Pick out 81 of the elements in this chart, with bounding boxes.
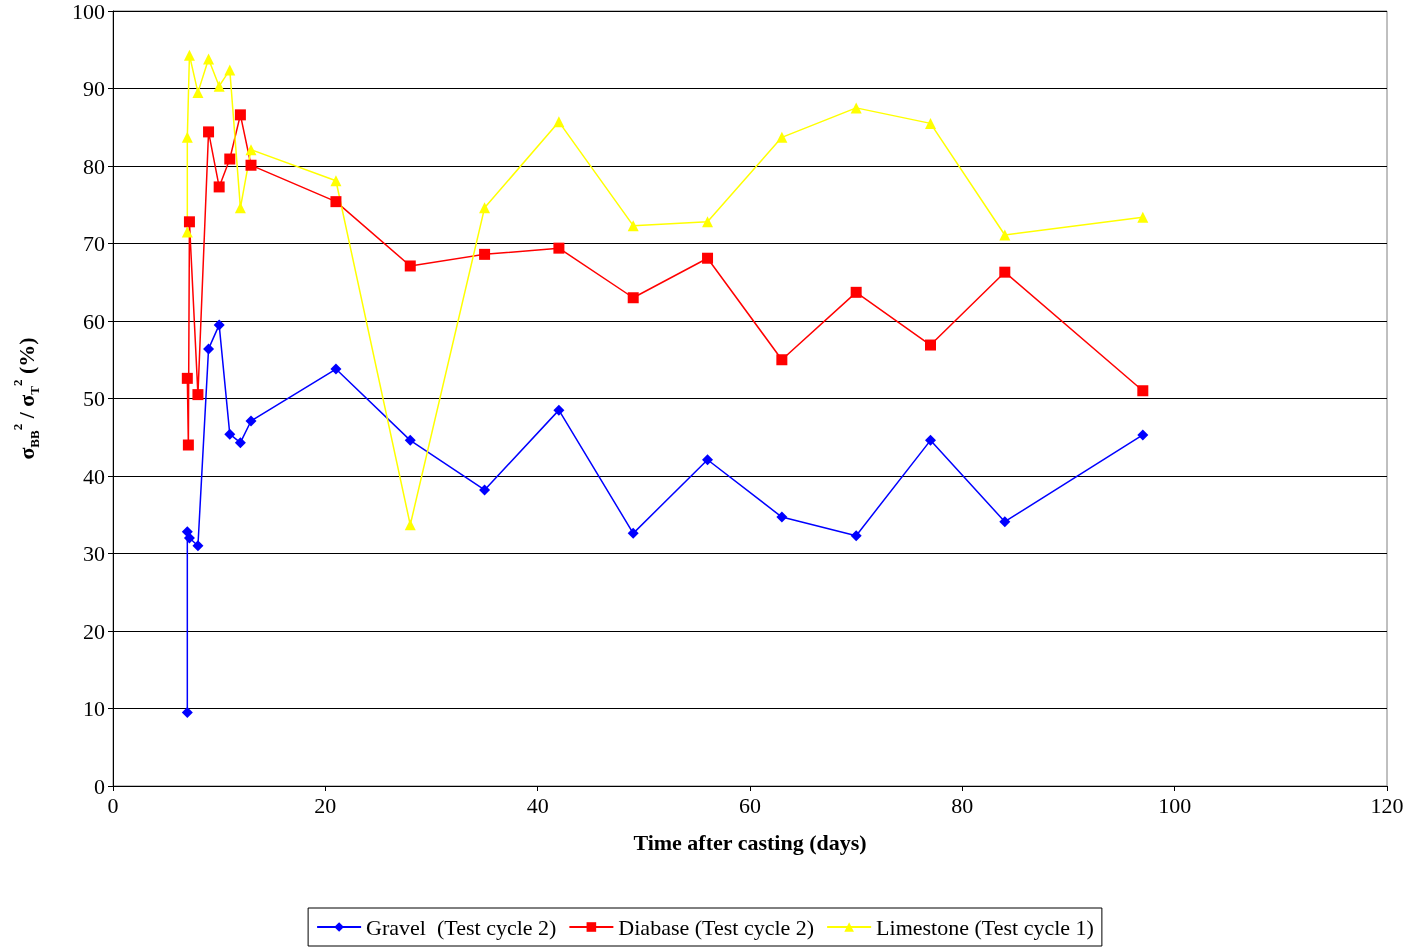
y-tick-label: 60 (83, 308, 105, 334)
point (924, 117, 936, 129)
y-tick-label: 70 (83, 231, 105, 256)
point (181, 706, 193, 718)
point (330, 363, 342, 375)
point (192, 389, 204, 401)
point (182, 439, 194, 451)
x-tick-label: 120 (1370, 792, 1404, 818)
point (776, 511, 788, 523)
point (224, 64, 236, 76)
point (203, 343, 215, 355)
legend-label: Diabase (Test cycle 2) (618, 914, 815, 940)
point (999, 266, 1011, 278)
point (245, 415, 257, 427)
point (1137, 211, 1149, 223)
legend-label: Limestone (Test cycle 1) (876, 914, 1094, 940)
y-tick-label: 30 (83, 541, 105, 566)
point (213, 80, 225, 92)
point (203, 53, 215, 65)
point (181, 372, 193, 384)
point (776, 131, 788, 143)
point (404, 260, 416, 272)
y-tick-label: 10 (83, 696, 105, 721)
point (234, 202, 246, 214)
x-tick-label: 100 (1158, 792, 1192, 818)
point (999, 229, 1011, 241)
x-axis-title: Time after casting (days) (633, 829, 867, 855)
point (213, 181, 225, 193)
point (234, 437, 246, 449)
x-tick-label: 80 (951, 792, 974, 818)
point (245, 159, 257, 171)
point (234, 109, 246, 121)
x-tick-label: 20 (314, 792, 337, 818)
point (330, 196, 342, 208)
point (850, 286, 862, 298)
point (192, 86, 204, 98)
y-tick-label: 80 (83, 153, 105, 179)
y-axis-title: σBB2 / σT2 (%) (10, 337, 42, 460)
point (1137, 385, 1149, 397)
point (702, 454, 714, 466)
point (627, 292, 639, 304)
y-tick-label: 100 (72, 0, 105, 24)
point (850, 530, 862, 542)
point (203, 126, 215, 138)
point (627, 220, 639, 232)
point (213, 319, 225, 331)
point (627, 527, 639, 539)
point (1137, 429, 1149, 441)
y-tick-label: 50 (83, 386, 105, 411)
point (183, 532, 195, 544)
point (776, 354, 788, 366)
x-tick-label: 60 (739, 792, 761, 818)
point (479, 484, 491, 496)
point (553, 242, 565, 254)
point (404, 519, 416, 531)
point (181, 131, 193, 143)
point (224, 428, 236, 440)
point (702, 252, 714, 264)
point (479, 202, 491, 214)
point (479, 248, 491, 260)
y-tick-label: 90 (83, 76, 105, 101)
point (702, 216, 714, 228)
point (245, 144, 257, 156)
point (224, 153, 236, 165)
point (183, 49, 195, 61)
legend-label: Gravel (Test cycle 2) (366, 914, 557, 940)
point (181, 226, 193, 238)
point (553, 116, 565, 128)
y-tick-label: 20 (83, 618, 105, 644)
point (192, 540, 204, 552)
y-tick-label: 40 (83, 463, 105, 489)
x-tick-label: 40 (526, 792, 549, 818)
point (924, 434, 936, 446)
point (999, 516, 1011, 528)
point (850, 102, 862, 114)
point (330, 175, 342, 187)
point (553, 404, 565, 416)
point (924, 339, 936, 351)
point (183, 216, 195, 228)
point (404, 434, 416, 446)
y-tick-label: 0 (94, 773, 105, 799)
